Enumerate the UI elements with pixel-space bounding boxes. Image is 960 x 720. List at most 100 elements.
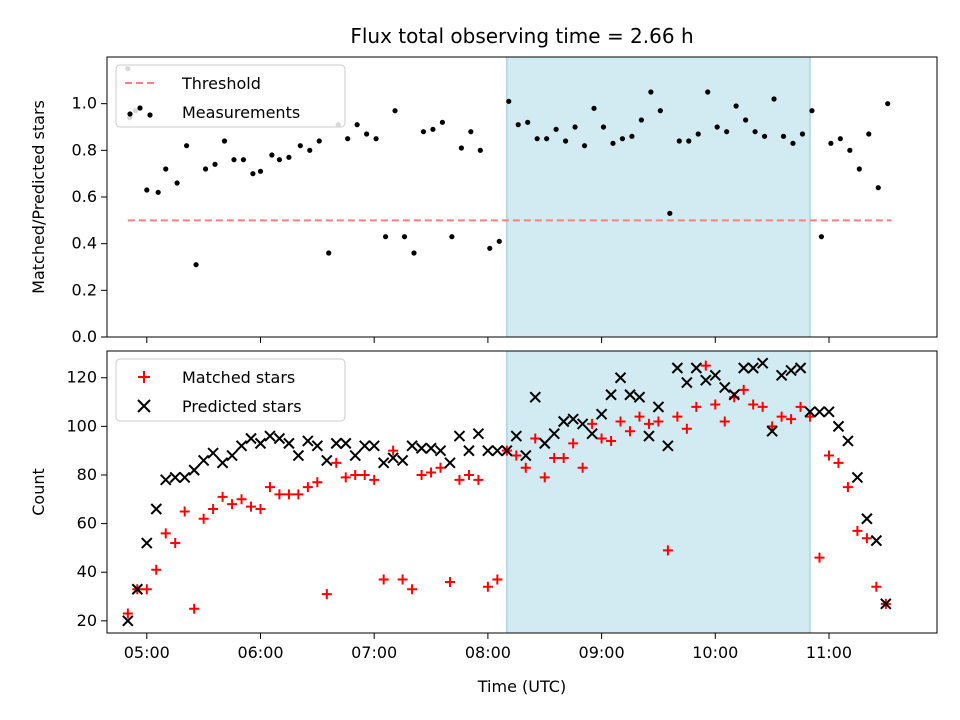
matched-stars-point (615, 416, 626, 427)
predicted-stars-point (368, 440, 380, 452)
matched-stars-point (227, 499, 238, 510)
measurements-point (276, 157, 283, 163)
predicted-stars-point (614, 372, 627, 384)
measurements-point (525, 119, 531, 125)
matched-stars-point (189, 603, 200, 614)
predicted-stars-point (690, 362, 703, 374)
measurements-point (487, 245, 493, 251)
matched-stars-point (625, 426, 636, 437)
measurements-point (183, 143, 190, 149)
matched-stars-point (861, 533, 872, 544)
measurements-point (326, 250, 332, 256)
predicted-stars-point (188, 464, 200, 476)
predicted-stars-point (122, 615, 134, 627)
measurements-point (619, 136, 626, 142)
legend-label-measurements: Measurements (182, 103, 300, 122)
matched-stars-point (511, 450, 522, 461)
highlight-span-top (506, 56, 811, 338)
measurements-point (875, 185, 881, 191)
predicted-stars-point (671, 362, 684, 374)
measurements-point (506, 98, 512, 104)
matched-stars-point (321, 589, 332, 600)
predicted-stars-point (557, 415, 570, 428)
matched-stars-point (757, 401, 768, 412)
predicted-stars-point (520, 449, 532, 462)
matched-stars-point (653, 416, 664, 427)
y-tick-label: 20 (77, 611, 97, 630)
predicted-stars-point (349, 449, 361, 462)
predicted-stars-point (131, 583, 144, 595)
predicted-stars-point (264, 430, 276, 442)
y-tick-label: 80 (77, 465, 97, 484)
legend-swatch-predicted-stars (137, 399, 151, 413)
measurements-point (420, 129, 427, 135)
matched-stars-point (264, 482, 275, 493)
matched-stars-point (151, 564, 162, 575)
predicted-stars-point (434, 444, 447, 457)
predicted-stars-point (633, 391, 646, 403)
predicted-stars-point (766, 425, 778, 437)
measurements-point (544, 136, 550, 142)
y-tick-label: 0.6 (72, 187, 97, 206)
legend-top: Threshold Measurements (115, 64, 346, 128)
predicted-stars-point (207, 447, 219, 459)
predicted-stars-point (302, 435, 314, 447)
measurements-point (477, 147, 483, 153)
matched-stars-point (776, 411, 787, 422)
matched-stars-point (473, 474, 484, 485)
matched-stars-point (397, 574, 408, 585)
matched-stars-point (568, 438, 579, 449)
panel-bottom: 20 40 60 80 100 120 05:00 06:00 07:00 08:00 09:00… (29, 350, 938, 662)
measurements-point (809, 108, 815, 114)
predicted-stars-point (804, 406, 816, 418)
matched-stars-point (274, 489, 285, 500)
matched-stars-point (179, 506, 190, 517)
measurements-point (430, 126, 436, 132)
measurements-point (553, 126, 559, 132)
predicted-stars-point (463, 444, 475, 457)
panel-top: 0.0 0.2 0.4 0.6 0.8 1.0 Matched/Predicted sta… (29, 56, 938, 346)
measurements-point (373, 136, 379, 142)
matched-stars-point (350, 469, 361, 480)
measurements-point (714, 124, 720, 130)
predicted-stars-point (415, 442, 428, 454)
matched-stars-point (558, 452, 569, 463)
predicted-stars-point (226, 449, 238, 462)
chart-title: Flux total observing time = 2.66 h (350, 24, 693, 48)
matched-stars-point (435, 462, 446, 473)
measurements-point (221, 138, 228, 144)
measurements-point (562, 138, 569, 144)
measurements-point (307, 147, 313, 153)
predicted-stars-point (624, 389, 636, 401)
x-tick-label: 11:00 (806, 643, 852, 662)
matched-stars-point (596, 433, 607, 444)
matched-stars-point (141, 584, 152, 595)
matched-stars-point (170, 538, 181, 549)
matched-stars-point (549, 452, 560, 463)
x-tick-label: 06:00 (237, 643, 283, 662)
y-tick-label: 1.0 (72, 94, 97, 113)
predicted-stars-point (178, 471, 191, 484)
predicted-stars-point (586, 427, 598, 440)
predicted-stars-point (652, 401, 665, 413)
highlight-span-bottom (506, 350, 811, 634)
predicted-stars-point (444, 457, 456, 469)
predicted-stars-point (576, 418, 589, 430)
matched-stars-point (871, 581, 882, 592)
predicted-stars-point (216, 457, 229, 469)
predicted-stars-point (273, 432, 286, 445)
matched-stars-point (198, 513, 209, 524)
y-tick-label: 0.0 (72, 327, 97, 346)
matched-stars-point (302, 482, 313, 493)
y-tick-label: 0.8 (72, 140, 97, 159)
measurements-point (856, 166, 862, 172)
measurements-point (705, 89, 711, 95)
measurements-point (458, 145, 464, 151)
predicted-stars-point (169, 471, 181, 484)
matched-stars-point (738, 384, 749, 395)
matched-stars-point (236, 494, 247, 505)
predicted-stars-point (794, 362, 807, 374)
predicted-stars-point (396, 454, 409, 467)
predicted-stars-point (880, 598, 892, 610)
